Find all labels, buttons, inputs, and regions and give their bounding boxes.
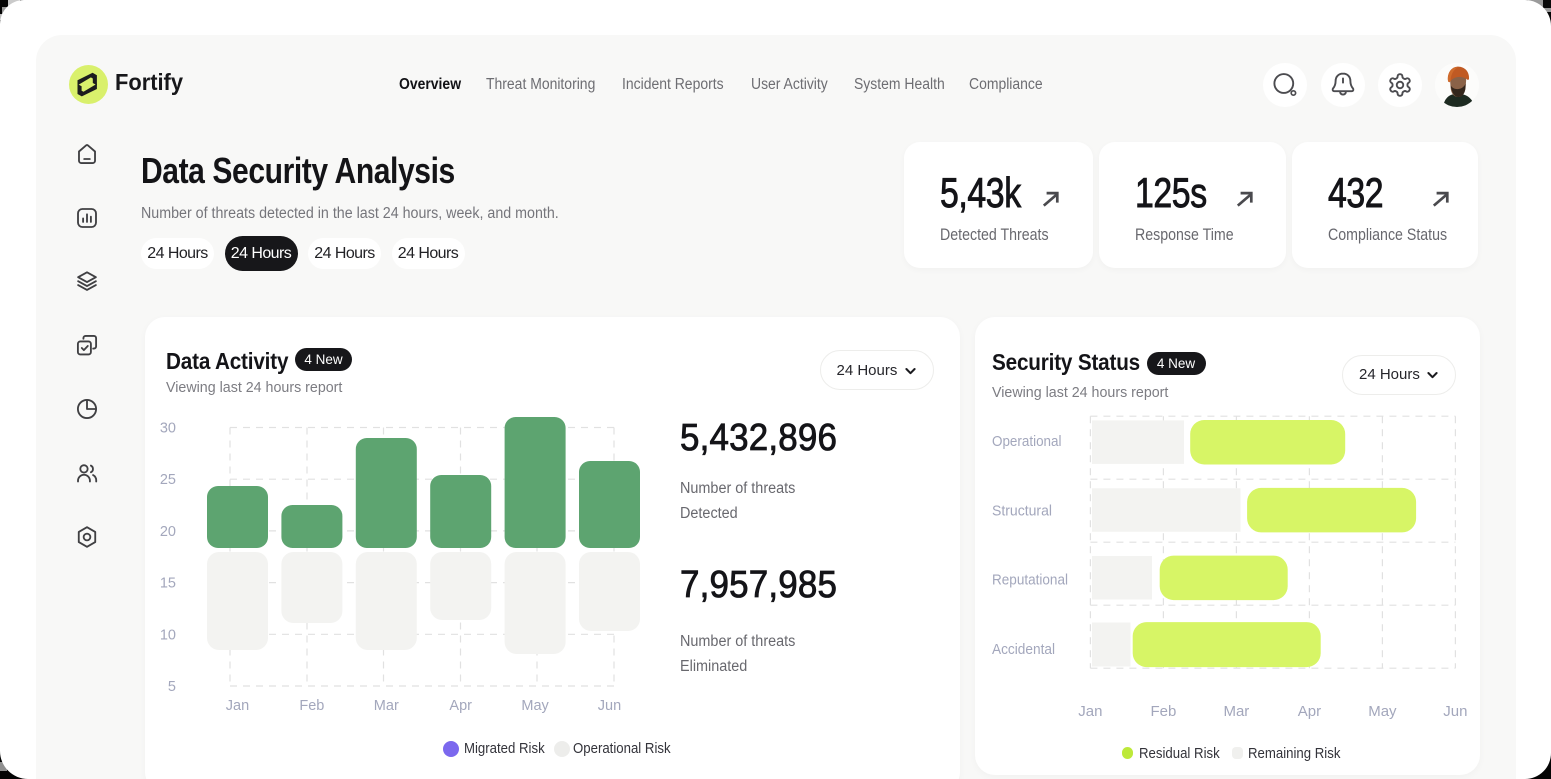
svg-text:May: May bbox=[1368, 703, 1397, 720]
svg-text:5: 5 bbox=[168, 679, 176, 695]
svg-text:Apr: Apr bbox=[449, 698, 472, 714]
svg-text:Operational: Operational bbox=[992, 433, 1062, 450]
svg-text:Jun: Jun bbox=[1443, 703, 1467, 720]
svg-text:Jan: Jan bbox=[226, 698, 249, 714]
svg-text:Feb: Feb bbox=[299, 698, 324, 714]
svg-text:10: 10 bbox=[160, 627, 176, 643]
svg-text:Mar: Mar bbox=[374, 698, 399, 714]
svg-text:Jun: Jun bbox=[598, 698, 621, 714]
svg-text:20: 20 bbox=[160, 524, 176, 540]
svg-text:Mar: Mar bbox=[1223, 703, 1249, 720]
svg-text:30: 30 bbox=[160, 421, 176, 437]
svg-text:May: May bbox=[521, 698, 549, 714]
svg-text:Jan: Jan bbox=[1078, 703, 1102, 720]
svg-text:15: 15 bbox=[160, 576, 176, 592]
svg-text:25: 25 bbox=[160, 472, 176, 488]
svg-text:Accidental: Accidental bbox=[992, 641, 1055, 658]
svg-text:Apr: Apr bbox=[1298, 703, 1321, 720]
svg-text:Structural: Structural bbox=[992, 503, 1052, 520]
svg-text:Feb: Feb bbox=[1150, 703, 1176, 720]
svg-text:Reputational: Reputational bbox=[992, 572, 1068, 589]
